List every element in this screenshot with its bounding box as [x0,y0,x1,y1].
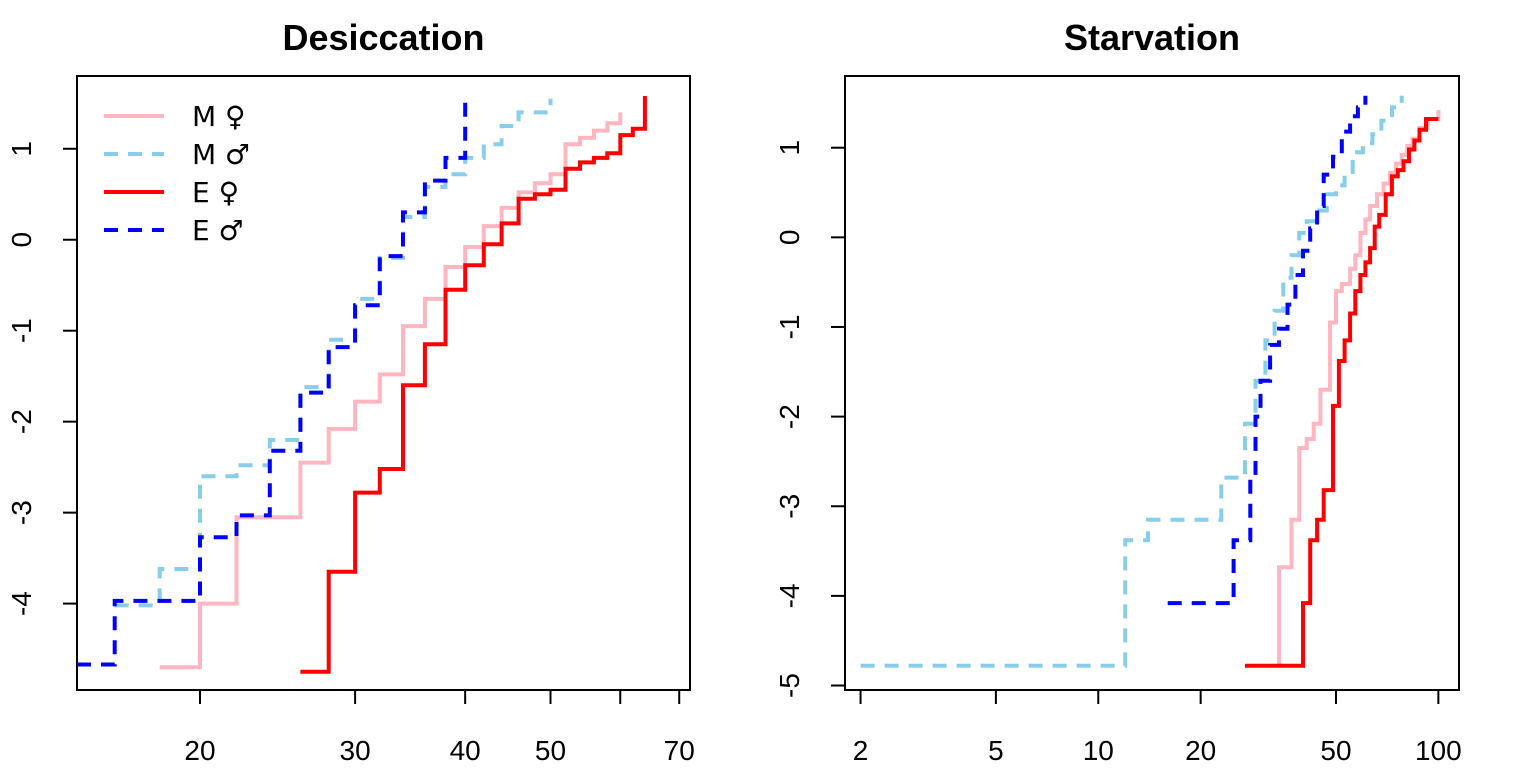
desiccation-title: Desiccation [282,17,484,58]
desiccation-panel: Desiccation 20 30 40 50 70 -4 -3 -2 -1 0 1 M ♀ M ♂ E … [6,17,695,766]
starvation-x-tick-label: 5 [988,735,1004,766]
desiccation-plot-frame [76,75,691,691]
starvation-y-tick-label: -5 [774,673,805,698]
desiccation-x-tick-label: 20 [184,735,215,766]
starvation-y-tick-label: -2 [774,404,805,429]
starvation-y-tick-label: 1 [774,140,805,156]
desiccation-y-tick-label: -4 [6,591,37,616]
starvation-y-tick-label: -4 [774,583,805,608]
desiccation-series-2-line [300,96,647,674]
starvation-series-3-line [1167,95,1368,606]
desiccation-x-tick-label: 30 [340,735,371,766]
desiccation-y-tick-label: -3 [6,500,37,525]
desiccation-x-tick-label: 40 [450,735,481,766]
desiccation-x-tick-label: 50 [535,735,566,766]
desiccation-y-tick-label: -2 [6,409,37,434]
starvation-series-1-line [860,95,1404,668]
desiccation-y-tick-label: 0 [6,232,37,248]
desiccation-series-3-line [77,98,468,667]
starvation-y-tick-label: 0 [774,230,805,246]
starvation-plot-frame [844,75,1460,691]
starvation-panel: Starvation 2 5 10 20 50 100 -5 -4 -3 -2 -1 0 1 [774,17,1462,766]
desiccation-series-1-line [114,98,553,608]
starvation-x-tick-label: 10 [1083,735,1114,766]
desiccation-legend-label: E ♂ [192,214,244,247]
desiccation-y-tick-label: 1 [6,141,37,157]
desiccation-x-tick-label: 70 [664,735,695,766]
starvation-x-tick-label: 100 [1415,735,1462,766]
desiccation-legend-label: E ♀ [192,176,239,209]
starvation-y-tick-label: -1 [774,315,805,340]
desiccation-legend-label: M ♀ [192,100,246,133]
starvation-series-2-line [1245,117,1439,668]
starvation-y-tick-label: -3 [774,494,805,519]
desiccation-y-tick-label: -1 [6,318,37,343]
desiccation-legend-label: M ♂ [192,138,250,171]
starvation-x-tick-label: 2 [853,735,869,766]
starvation-x-tick-label: 20 [1185,735,1216,766]
desiccation-series-0-line [159,112,623,670]
starvation-series-0-line [1277,110,1441,666]
starvation-x-tick-label: 50 [1320,735,1351,766]
starvation-title: Starvation [1064,17,1240,58]
